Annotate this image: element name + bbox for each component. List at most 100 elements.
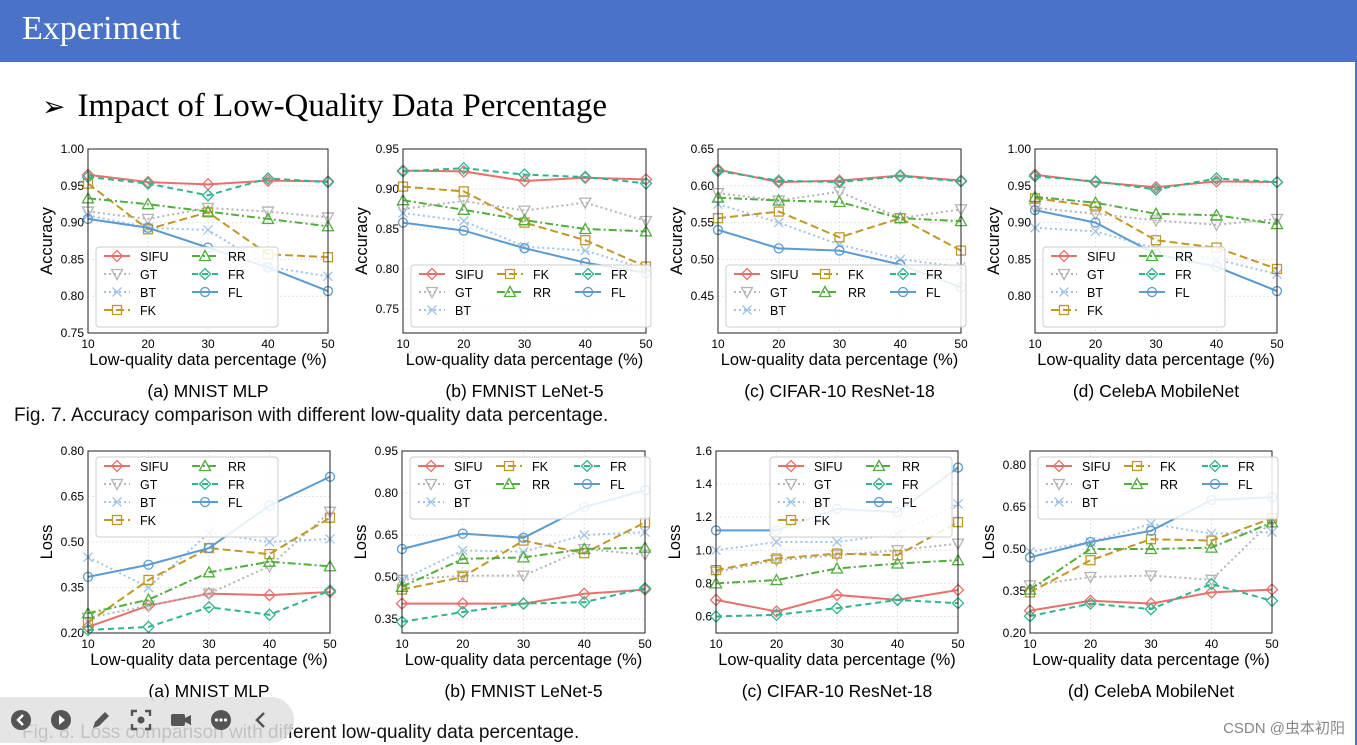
legend-label: BT [1087,286,1103,300]
y-axis-label: Loss [666,525,684,560]
more-button[interactable] [204,703,238,737]
data-point-bt [771,537,782,547]
legend-marker [426,497,436,507]
legend-marker [581,267,595,281]
legend-marker [784,459,798,473]
legend-marker [1057,249,1071,263]
collapse-icon [255,712,265,728]
chart-subtitle: (b) FMNIST LeNet-5 [444,681,602,701]
legend-marker [112,497,122,507]
chart-panel: 10 20 30 40 50 0.20 0.35 0.50 0.65 0.80 Low-qualit… [980,450,1279,701]
series-line-bt [402,212,647,270]
play-button[interactable] [44,703,78,737]
watermark: CSDN @虫本初阳 [1223,720,1345,737]
legend-label: FR [228,478,245,492]
legend-label: BT [455,304,471,318]
legend-label: FL [1175,286,1190,300]
data-point-gt [517,205,532,218]
data-point-gt [1083,571,1098,584]
chart-panel: 10 20 30 40 50 0.75 0.80 0.85 0.90 0.95 1.00 Low-qu… [38,142,335,401]
data-point-fk [834,232,845,243]
data-point-rr [832,195,847,208]
data-point-fr [1084,597,1097,611]
legend-marker [425,286,439,299]
data-point-fr [578,170,592,184]
legend-marker [1131,460,1143,472]
data-point-fk [143,574,154,586]
series-line-fl [87,475,331,578]
legend-marker [503,460,515,472]
data-point-fl [457,528,468,539]
data-point-fr [893,169,907,183]
y-tick-label: 1.2 [695,510,712,524]
y-tick-label: 1.0 [695,543,712,557]
collapse-button[interactable] [244,703,278,737]
legend-label: FL [926,286,941,300]
legend-marker [582,286,594,298]
plot-frame [87,148,329,334]
y-tick-label: 0.85 [376,222,400,236]
y-tick-label: 0.65 [375,528,399,542]
data-point-rr [1144,542,1158,555]
data-point-sifu [1205,585,1218,599]
x-tick-label: 30 [1149,337,1163,351]
series-line-bt [717,203,962,268]
camera-icon [171,714,191,726]
y-tick-label: 0.90 [376,182,400,196]
data-point-gt [516,570,531,583]
legend-marker [424,459,438,473]
x-tick-label: 10 [396,337,410,351]
legend-marker [1052,478,1066,491]
legend-marker [198,477,212,491]
pen-button[interactable] [84,703,118,737]
data-point-sifu [1084,594,1097,608]
data-point-fl [773,243,784,254]
legend-marker [785,514,797,526]
chart-panel: 10 20 30 40 50 0.80 0.85 0.90 0.95 1.00 Low-qualit… [985,142,1284,401]
fig7-caption: Fig. 7. Accuracy comparison with differe… [14,405,609,426]
legend-label: GT [140,268,158,282]
data-point-sifu [518,174,531,188]
data-point-bt [773,217,784,228]
data-point-fk [202,207,214,218]
data-point-rr [830,561,844,574]
series-line-fr [401,587,646,623]
series-line-fr [1034,175,1278,191]
y-tick-label: 0.80 [376,262,400,276]
data-point-bt [457,545,468,556]
legend-marker [1058,304,1070,316]
legend-label: FL [611,286,626,300]
data-point-fl [834,245,845,256]
camera-button[interactable] [164,703,198,737]
data-point-rr [261,212,275,225]
legend-marker [742,305,752,315]
legend-label: SIFU [140,250,168,264]
legend-label: BT [140,496,156,510]
data-point-gt [1088,208,1103,221]
legend-marker [740,267,754,281]
data-point-rr [1083,542,1098,555]
legend-box [409,456,651,520]
x-tick-label: 30 [517,637,531,651]
legend-label: GT [770,286,788,300]
data-point-sifu [833,174,846,188]
x-tick-label: 50 [1270,337,1284,351]
y-axis-label: Loss [38,525,56,560]
screenshot-button[interactable] [124,703,158,737]
y-tick-label: 0.95 [376,142,400,156]
data-point-fr [81,623,95,637]
data-point-gt [1149,215,1163,228]
series-line-bt [401,531,646,581]
prev-button[interactable] [4,703,38,737]
legend-label: BT [1082,496,1098,510]
legend-label: FK [533,268,550,282]
data-point-bt [264,537,275,547]
legend-label: FR [610,460,627,474]
data-point-fr [770,608,783,622]
series-line-rr [717,196,962,223]
y-tick-label: 0.95 [1008,179,1032,193]
chart-panel: 10 20 30 40 50 0.75 0.80 0.85 0.90 0.95 Low-qualit… [353,142,653,401]
legend-label: SIFU [1082,460,1110,474]
chart-subtitle: (d) CelebA MobileNet [1068,681,1234,701]
data-point-sifu [770,605,783,618]
